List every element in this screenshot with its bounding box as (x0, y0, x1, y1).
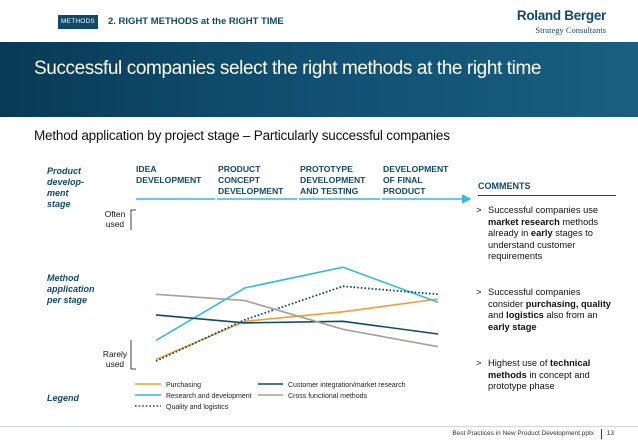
stage-label-final: DEVELOPMENT OF FINAL PRODUCT (383, 164, 448, 197)
comment-segment: methods already in (488, 216, 599, 239)
comment-segment: also from an (543, 310, 598, 320)
series-line-quality-and-logistics (155, 285, 439, 362)
page-title: Successful companies select the right me… (34, 58, 542, 79)
product-stage-line: ment (47, 188, 69, 198)
footer-divider (0, 426, 638, 427)
stage-label-line: CONCEPT (218, 175, 261, 185)
stage-label-line: DEVELOPMENT (136, 175, 202, 185)
comment-emphasis: early stage (488, 321, 537, 332)
comment-segment: Highest use of (488, 358, 551, 368)
logo-tagline: Strategy Consultants (535, 25, 606, 35)
comment-item: > Successful companies use market researc… (476, 205, 618, 263)
comment-segment: Successful companies use (488, 205, 599, 215)
series-lines (155, 266, 439, 362)
stage-label-concept: PRODUCT CONCEPT DEVELOPMENT (218, 164, 283, 197)
stage-label-line: PRODUCT (383, 186, 426, 196)
comment-text: Highest use of technical methods in conc… (488, 358, 618, 393)
stage-label-line: OF FINAL (383, 175, 423, 185)
product-stage-line: stage (47, 199, 71, 209)
y-top-label: Often (105, 209, 126, 219)
comment-item: > Highest use of technical methods in con… (476, 358, 618, 393)
comment-item: > Successful companies consider purchasin… (476, 287, 618, 333)
y-axis-gap (100, 230, 132, 340)
chart-subtitle: Method application by project stage – Pa… (34, 128, 450, 143)
comment-text: Successful companies consider purchasing… (488, 287, 618, 333)
product-stage-line: develop- (47, 177, 85, 187)
comment-emphasis: purchasing, quality (525, 298, 611, 309)
series-line-customer-integration-market-research (155, 314, 439, 335)
stage-label-prototype: PROTOTYPE DEVELOPMENT AND TESTING (300, 164, 365, 197)
footer-filename: Best Practices in New Product Developmen… (452, 430, 594, 437)
title-band (0, 42, 638, 117)
comment-text: Successful companies use market research… (488, 205, 618, 263)
series-line-cross-functional-methods (155, 293, 439, 348)
method-application-label: Method application per stage (47, 273, 95, 306)
stage-label-line: DEVELOPMENT (218, 186, 284, 196)
series-line-research-and-development (155, 266, 439, 342)
stage-label-line: IDEA (136, 164, 157, 174)
series-line-purchasing (155, 298, 439, 361)
legend-label: Cross functional methods (288, 393, 367, 400)
comment-segment: Successful companies consider (488, 287, 581, 309)
legend-label: Research and development (166, 393, 252, 400)
comment-segment: and (488, 310, 507, 320)
section-tag: METHODS (58, 15, 98, 29)
header-bar (0, 0, 638, 42)
stage-label-idea: IDEA DEVELOPMENT (136, 164, 201, 186)
legend-label: Quality and logistics (166, 404, 229, 411)
stage-label-line: AND TESTING (300, 186, 359, 196)
product-stage-line: Product (47, 166, 82, 176)
comment-emphasis: logistics (506, 310, 544, 320)
comment-bullet: > (476, 358, 482, 368)
chart-legend: Purchasing Research and development Qual… (135, 382, 406, 411)
comment-emphasis: early (530, 228, 553, 238)
footer-separator (601, 429, 602, 439)
y-bottom-label: used (106, 359, 125, 369)
comment-emphasis: technical methods (488, 358, 591, 380)
stage-label-line: DEVELOPMENT (300, 175, 366, 185)
comment-bullet: > (476, 205, 482, 215)
comments-divider (478, 195, 616, 196)
stage-label-line: PRODUCT (218, 164, 261, 174)
legend-label: Customer integration/market research (288, 382, 406, 389)
y-bottom-label: Rarely (103, 349, 128, 359)
method-application-line: Method (47, 273, 79, 283)
stage-label-line: PROTOTYPE (300, 164, 353, 174)
method-application-line: per stage (47, 295, 88, 305)
page-number: 13 (606, 430, 614, 437)
comment-segment: in concept and prototype phase (488, 369, 590, 392)
section-title: 2. RIGHT METHODS at the RIGHT TIME (108, 16, 284, 27)
stage-label-line: DEVELOPMENT (383, 164, 449, 174)
comment-emphasis: market research (488, 216, 560, 227)
legend-label: Purchasing (166, 382, 201, 389)
comment-bullet: > (476, 287, 482, 297)
product-stage-label: Product develop- ment stage (47, 166, 84, 210)
method-application-line: application (47, 284, 95, 294)
y-top-label: used (106, 219, 125, 229)
comments-heading: COMMENTS (478, 181, 531, 191)
legend-label: Legend (47, 393, 80, 403)
comment-segment: stages to understand customer requiremen… (488, 228, 593, 261)
logo-name: Roland Berger (516, 8, 606, 23)
